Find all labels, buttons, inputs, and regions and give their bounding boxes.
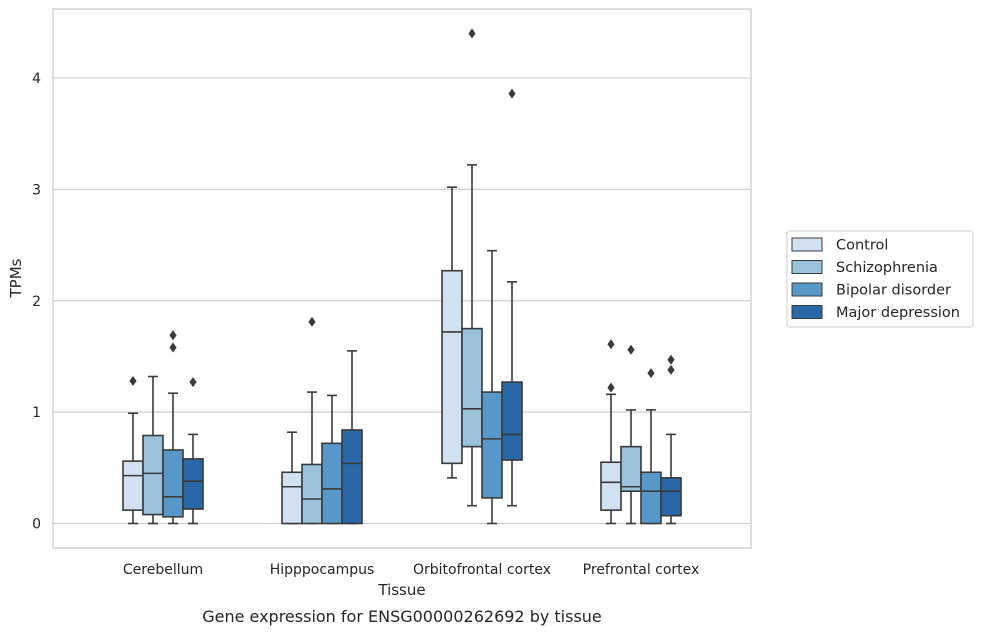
legend: Control Schizophrenia Bipolar disorder Majo… xyxy=(786,230,974,328)
box-iqr xyxy=(600,461,622,511)
box-iqr xyxy=(620,445,642,493)
y-tick-label: 1 xyxy=(32,405,41,421)
box-group xyxy=(481,249,503,525)
flier-point xyxy=(607,382,615,393)
x-axis-title: Tissue xyxy=(377,581,425,599)
x-tick-label: Cerebellum xyxy=(123,562,203,578)
box-iqr xyxy=(182,458,204,510)
box-iqr xyxy=(142,434,164,516)
box-iqr xyxy=(481,391,503,499)
box-iqr xyxy=(441,269,463,465)
legend-label: Control xyxy=(836,238,888,254)
flier-point xyxy=(169,342,177,353)
flier-point xyxy=(607,339,615,350)
box-group xyxy=(501,88,523,507)
x-tick-labels: Cerebellum Hipppocampus Orbitofrontal cort… xyxy=(123,562,699,578)
box-group xyxy=(182,377,204,525)
box-group xyxy=(600,339,622,525)
box-iqr xyxy=(341,429,363,525)
box-iqr xyxy=(640,471,662,525)
chart-caption: Gene expression for ENSG00000262692 by t… xyxy=(202,607,602,626)
y-tick-label: 0 xyxy=(32,517,41,533)
box-iqr xyxy=(301,463,323,525)
box-group xyxy=(660,354,682,525)
flier-point xyxy=(308,316,316,327)
legend-label: Major depression xyxy=(836,305,960,321)
x-tick-label: Orbitofrontal cortex xyxy=(413,562,551,578)
legend-label: Schizophrenia xyxy=(836,260,938,276)
box-group xyxy=(341,350,363,525)
box-iqr xyxy=(321,442,343,525)
flier-point xyxy=(627,344,635,355)
y-tick-label: 4 xyxy=(32,71,41,87)
y-tick-labels: 0 1 2 3 4 xyxy=(32,71,41,532)
box-group xyxy=(162,330,184,525)
box-iqr xyxy=(122,460,144,511)
legend-frame xyxy=(786,230,974,328)
box-iqr xyxy=(660,477,682,517)
box-iqr xyxy=(162,449,184,518)
legend-swatch xyxy=(791,282,823,297)
box-iqr xyxy=(281,471,303,525)
plot-frame xyxy=(52,8,752,549)
y-tick-label: 3 xyxy=(32,182,41,198)
flier-point xyxy=(667,354,675,365)
box-group xyxy=(281,431,303,525)
flier-point xyxy=(189,377,197,388)
box-group xyxy=(122,375,144,525)
y-tick-label: 2 xyxy=(32,294,41,310)
box-group xyxy=(321,394,343,525)
boxes xyxy=(122,28,682,525)
box-group xyxy=(301,316,323,525)
flier-point xyxy=(169,330,177,341)
flier-point xyxy=(508,88,516,99)
legend-swatch xyxy=(791,237,823,252)
flier-point xyxy=(647,368,655,379)
box-group xyxy=(640,368,662,525)
flier-point xyxy=(129,375,137,386)
legend-label: Bipolar disorder xyxy=(836,283,951,299)
flier-point xyxy=(468,28,476,39)
x-tick-label: Prefrontal cortex xyxy=(583,562,700,578)
flier-point xyxy=(667,364,675,375)
box-iqr xyxy=(461,327,483,448)
box-group xyxy=(441,186,463,479)
legend-swatch xyxy=(791,260,823,274)
x-tick-label: Hipppocampus xyxy=(270,562,375,578)
box-group xyxy=(461,28,483,507)
legend-swatch xyxy=(791,305,823,319)
y-axis-title: TPMs xyxy=(7,258,25,298)
box-group xyxy=(142,375,164,525)
box-group xyxy=(620,344,642,525)
box-iqr xyxy=(501,381,523,461)
